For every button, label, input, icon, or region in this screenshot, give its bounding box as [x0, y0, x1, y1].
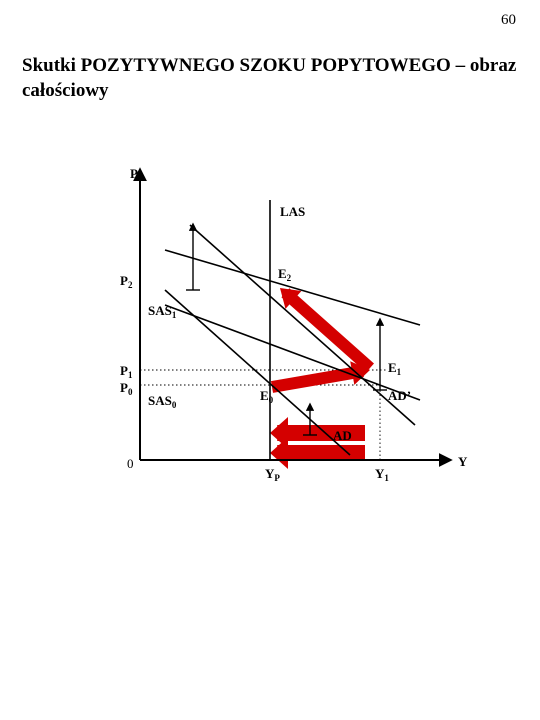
svg-text:P0: P0 — [120, 380, 133, 397]
svg-text:AD’: AD’ — [388, 388, 411, 403]
svg-text:LAS: LAS — [280, 204, 305, 219]
svg-text:E2: E2 — [278, 266, 292, 283]
svg-text:SAS1: SAS1 — [148, 303, 177, 320]
svg-text:YP: YP — [265, 466, 280, 483]
svg-text:E0: E0 — [260, 388, 274, 405]
page-number: 60 — [501, 12, 516, 29]
svg-text:Y1: Y1 — [375, 466, 389, 483]
title-line-2: całościowy — [22, 80, 109, 101]
svg-text:Y: Y — [458, 454, 468, 469]
svg-text:SAS0: SAS0 — [148, 393, 177, 410]
svg-text:P: P — [130, 166, 138, 181]
page: 60 Skutki POZYTYWNEGO SZOKU POPYTOWEGO –… — [0, 0, 540, 720]
economics-diagram: P Y 0 LAS SAS1 SAS0 AD AD’ P2 P1P0 E2 E0 E1 YP Y1 — [70, 160, 470, 500]
page-title: Skutki POZYTYWNEGO SZOKU POPYTOWEGO – ob… — [22, 54, 518, 103]
svg-text:P2: P2 — [120, 273, 133, 290]
svg-text:AD: AD — [333, 428, 352, 443]
svg-text:0: 0 — [127, 456, 134, 471]
title-line-1: Skutki POZYTYWNEGO SZOKU POPYTOWEGO – ob… — [22, 55, 516, 76]
svg-text:E1: E1 — [388, 360, 402, 377]
svg-text:P1: P1 — [120, 363, 133, 380]
